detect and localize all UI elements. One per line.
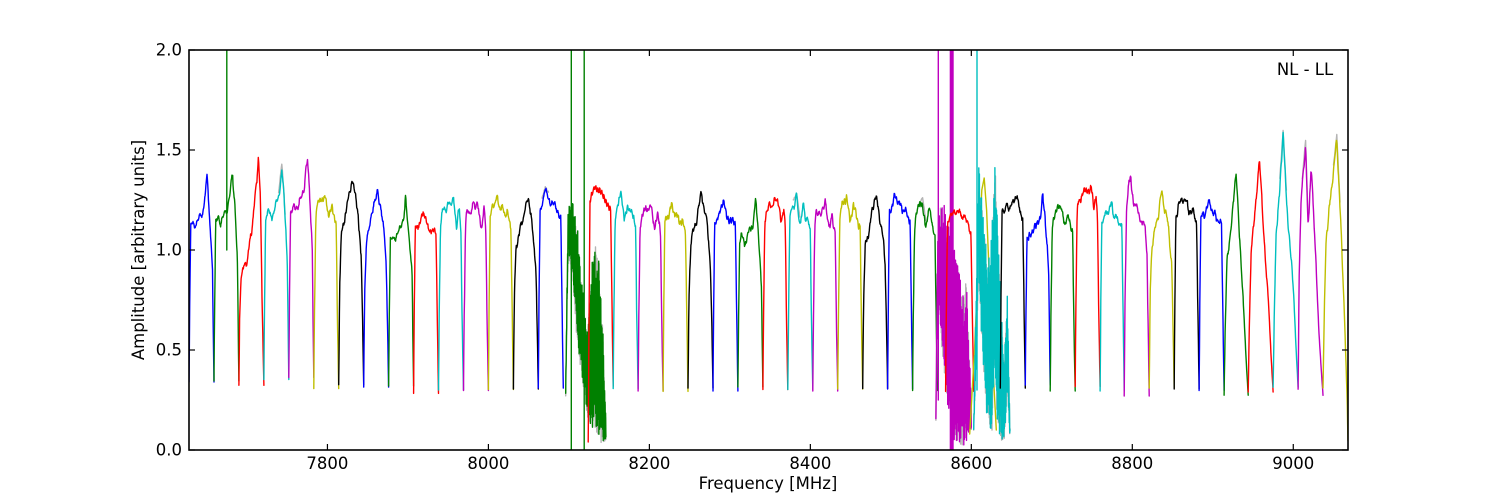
band-trace-4 [288,158,315,379]
band-trace-42 [1198,199,1225,392]
gray-cap-trace [541,186,550,199]
band-trace-8 [387,194,415,387]
band-trace-14 [537,187,564,389]
band-trace-18 [637,204,664,392]
band-trace-noise-30 [935,50,972,450]
x-tick-label: 8800 [1111,454,1153,473]
band-trace-5 [313,195,340,390]
band-trace-0 [189,173,215,383]
band-trace-19 [662,202,689,393]
plot-frame [188,49,1349,451]
spectrum-traces [189,50,1348,450]
band-trace-10 [437,196,465,391]
axes-frame-and-ticks [188,49,1349,451]
x-tick-label: 7800 [306,454,348,473]
band-trace-24 [787,192,814,391]
band-trace-29 [911,201,939,392]
y-tick-label: 1.0 [156,241,182,260]
band-trace-35 [1024,193,1051,386]
band-trace-3 [263,169,290,381]
band-trace-16 [587,185,614,443]
band-trace-2 [238,156,265,386]
band-trace-38 [1099,201,1125,392]
baseline-annotation: NL - LL [1277,60,1334,79]
band-trace-noise-33 [973,50,1011,440]
y-tick-label: 0.5 [156,341,182,360]
band-trace-41 [1173,197,1200,390]
band-trace-43 [1223,173,1249,396]
band-trace-36 [1049,203,1076,392]
x-tick-label: 8400 [789,454,831,473]
band-trace-1 [213,50,240,382]
y-axis-label: Amplitude [arbitrary units] [129,140,148,360]
x-tick-labels: 7800 8000 8200 8400 8600 8800 9000 [306,454,1314,473]
x-tick-label: 8200 [628,454,670,473]
band-trace-7 [363,188,390,388]
band-trace-34 [999,195,1026,389]
band-trace-45 [1272,131,1299,388]
band-trace-21 [712,199,739,392]
x-axis-label: Frequency [MHz] [699,474,838,493]
band-trace-31 [944,208,975,393]
band-trace-20 [687,190,714,389]
y-tick-label: 2.0 [156,41,182,60]
band-trace-37 [1074,184,1101,388]
y-tick-label: 0.0 [156,441,182,460]
band-trace-39 [1123,175,1150,397]
band-trace-11 [462,201,490,392]
band-trace-9 [412,211,440,395]
x-tick-label: 8000 [467,454,509,473]
band-trace-40 [1148,190,1175,389]
band-trace-44 [1247,161,1274,393]
band-trace-6 [338,180,365,386]
band-trace-26 [837,194,864,390]
band-trace-13 [512,197,539,390]
band-trace-25 [812,198,839,392]
band-trace-12 [487,194,515,391]
band-trace-noise-15 [565,50,607,450]
band-trace-28 [886,192,914,390]
band-trace-17 [612,190,639,390]
band-trace-22 [737,197,764,388]
band-trace-47 [1322,139,1348,442]
band-trace-23 [762,196,789,391]
band-trace-27 [862,195,889,390]
y-tick-label: 1.5 [156,141,182,160]
x-tick-label: 8600 [950,454,992,473]
band-trace-46 [1297,147,1324,396]
y-tick-labels: 0.0 0.5 1.0 1.5 2.0 [156,41,182,460]
x-tick-label: 9000 [1272,454,1314,473]
